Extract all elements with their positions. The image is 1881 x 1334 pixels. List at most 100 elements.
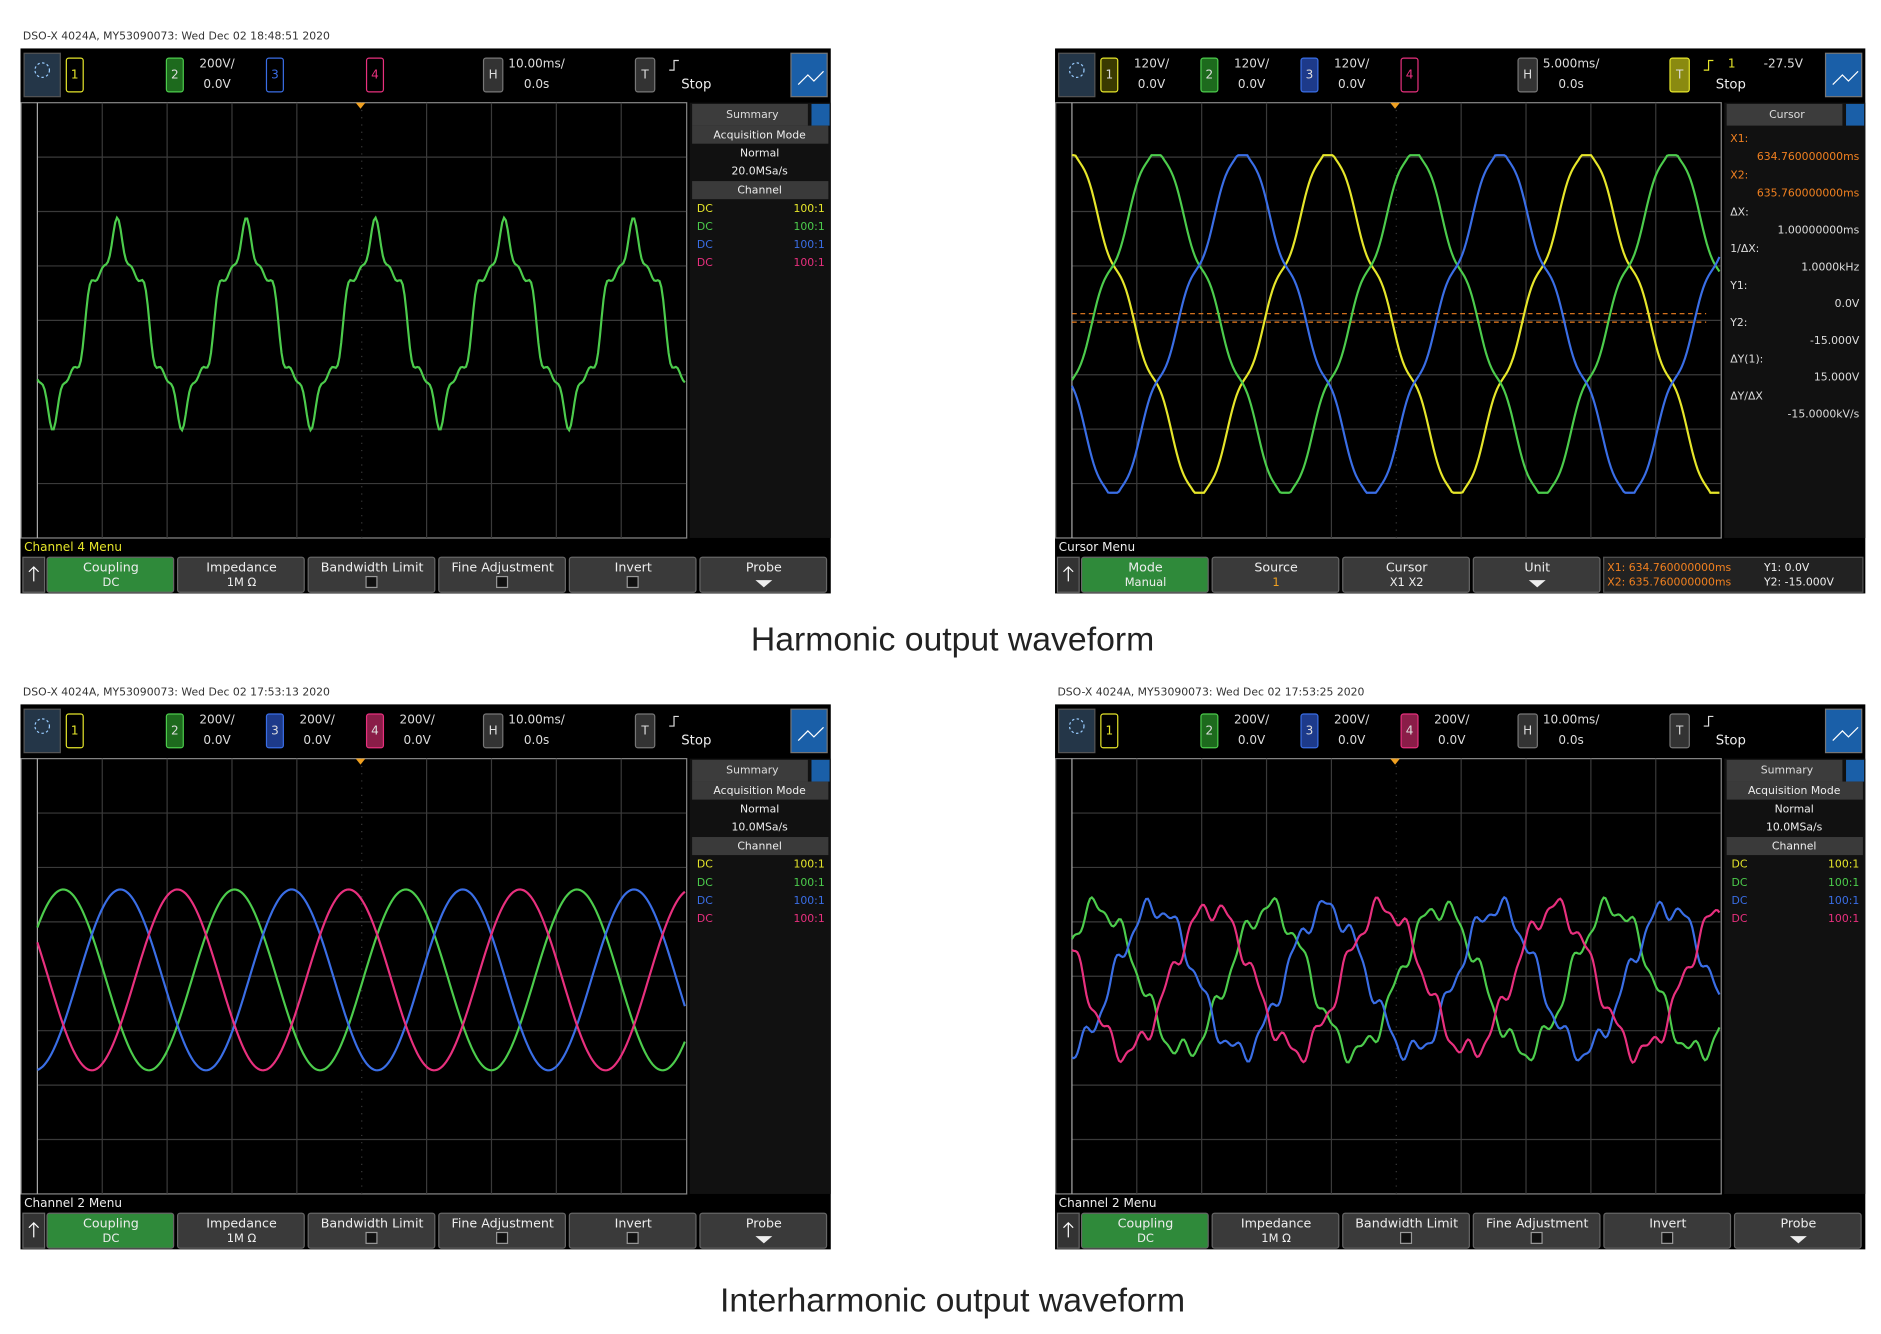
h-label: H [1523,723,1532,737]
channel-offset: 0.0V [303,733,331,747]
channel-scale: 200V/ [1234,713,1270,727]
readout-text: X1: 634.760000000ms [1607,561,1731,574]
softkey[interactable] [1472,556,1601,593]
side-panel [689,102,831,538]
softkey[interactable] [1603,1212,1732,1249]
softkey-value: DC [103,1231,120,1245]
channel-label: 2 [171,67,179,81]
cursor-label: Y2: [1729,316,1747,329]
side-tab [1726,103,1843,126]
channel-box [265,57,284,93]
softkey[interactable] [46,556,175,593]
acq-header: Acquisition Mode [713,128,806,141]
softkey[interactable] [699,1212,828,1249]
softkey-value: DC [103,575,120,589]
logo [23,708,61,754]
touch-icon-glyph [1832,726,1859,741]
softkey[interactable] [568,556,697,593]
channel-offset: 0.0V [203,77,231,91]
channel-header: Channel [737,184,782,197]
coupling: DC [697,912,713,925]
t-edge-icon [669,715,679,727]
softkey-label: Probe [1780,1216,1816,1231]
cursor-value: 1.0000kHz [1801,260,1859,273]
softkey-label: Impedance [1241,1216,1312,1231]
timestamp: DSO-X 4024A, MY53090073: Wed Dec 02 17:5… [23,685,330,698]
cursor-value: 15.000V [1814,371,1860,384]
softkey[interactable] [1080,1212,1209,1249]
logo [23,52,61,98]
section-bar [1726,837,1863,856]
channel-label: 1 [71,67,79,81]
channel-offset: 0.0V [1138,77,1166,91]
channel-offset: 0.0V [403,733,431,747]
channel-box [365,713,385,749]
softkey-checkbox [365,575,378,589]
probe-ratio: 100:1 [793,858,824,871]
waveform-trace [1071,154,1721,494]
softkey[interactable] [1342,1212,1470,1249]
t-level: -27.5V [1764,57,1804,71]
softkey-label: Unit [1524,560,1550,575]
softkey-value: Manual [1125,575,1167,589]
side-panel [1724,102,1866,538]
h-label: H [489,67,498,81]
scope-screen: 1 120V/0.0V 2 120V/0.0V 3 120V/0.0V 4 H 5.000ms/… [1055,48,1866,594]
softkey[interactable] [46,1212,175,1249]
softkey[interactable] [1472,1212,1601,1249]
softkey-checkbox [496,575,509,589]
channel-offset: 0.0V [1338,77,1366,91]
menu-back-arrow [28,1222,40,1238]
section-bar [692,837,829,856]
h-delay: 0.0s [1558,77,1583,91]
side-tab [692,103,808,126]
softkey-label: Invert [615,1216,652,1231]
side-panel [689,758,831,1194]
caption: Interharmonic output waveform [720,1281,1185,1319]
softkey-label: Impedance [206,560,277,575]
softkey[interactable] [1733,1212,1862,1249]
softkey[interactable] [568,1212,697,1249]
softkey[interactable] [1211,556,1340,593]
readout-text: Y1: 0.0V [1763,561,1810,574]
softkey[interactable] [1080,556,1209,593]
h-scale: 5.000ms/ [1543,57,1600,71]
softkey[interactable] [177,1212,305,1249]
summary-title: Summary [726,108,779,121]
h-scale: 10.00ms/ [508,57,565,71]
softkey[interactable] [1211,1212,1340,1249]
coupling: DC [1731,876,1747,889]
channel-header: Channel [1772,840,1817,853]
readout-text: Y2: -15.000V [1763,576,1834,589]
channel-offset: 0.0V [1438,733,1466,747]
probe-ratio: 100:1 [793,238,824,251]
channel-scale: 120V/ [1134,57,1170,71]
cursor-value: 0.0V [1835,297,1860,310]
channel-scale: 120V/ [1334,57,1370,71]
logo-mark [1068,718,1085,734]
softkey-value: 1M Ω [1261,1231,1291,1245]
h-scale: 10.00ms/ [1543,713,1600,727]
t-edge-icon [669,59,679,71]
t-label: T [640,67,649,81]
softkey[interactable] [307,556,436,593]
waveform-trace [36,888,686,1072]
scope-screen: 1 2 200V/0.0V 3 200V/0.0V 4 200V/0.0V H 10.00ms/… [20,704,831,1250]
softkey[interactable] [177,556,305,593]
h-box [1517,713,1538,749]
channel-scale: 200V/ [199,713,235,727]
touch-icon [790,708,828,754]
softkey[interactable] [1342,556,1470,593]
softkey[interactable] [307,1212,436,1249]
softkey[interactable] [438,1212,566,1249]
channel-scale: 200V/ [199,57,235,71]
cursor-label: Y1: [1729,279,1747,292]
softkey[interactable] [699,556,828,593]
softkey[interactable] [438,556,566,593]
cursor-label: ΔY/ΔX [1730,389,1763,402]
cursor-title: Cursor [1769,108,1805,121]
channel-box [1200,713,1219,749]
softkey-label: Bandwidth Limit [321,560,424,575]
channel-box [1200,57,1219,93]
probe-ratio: 100:1 [793,220,824,233]
